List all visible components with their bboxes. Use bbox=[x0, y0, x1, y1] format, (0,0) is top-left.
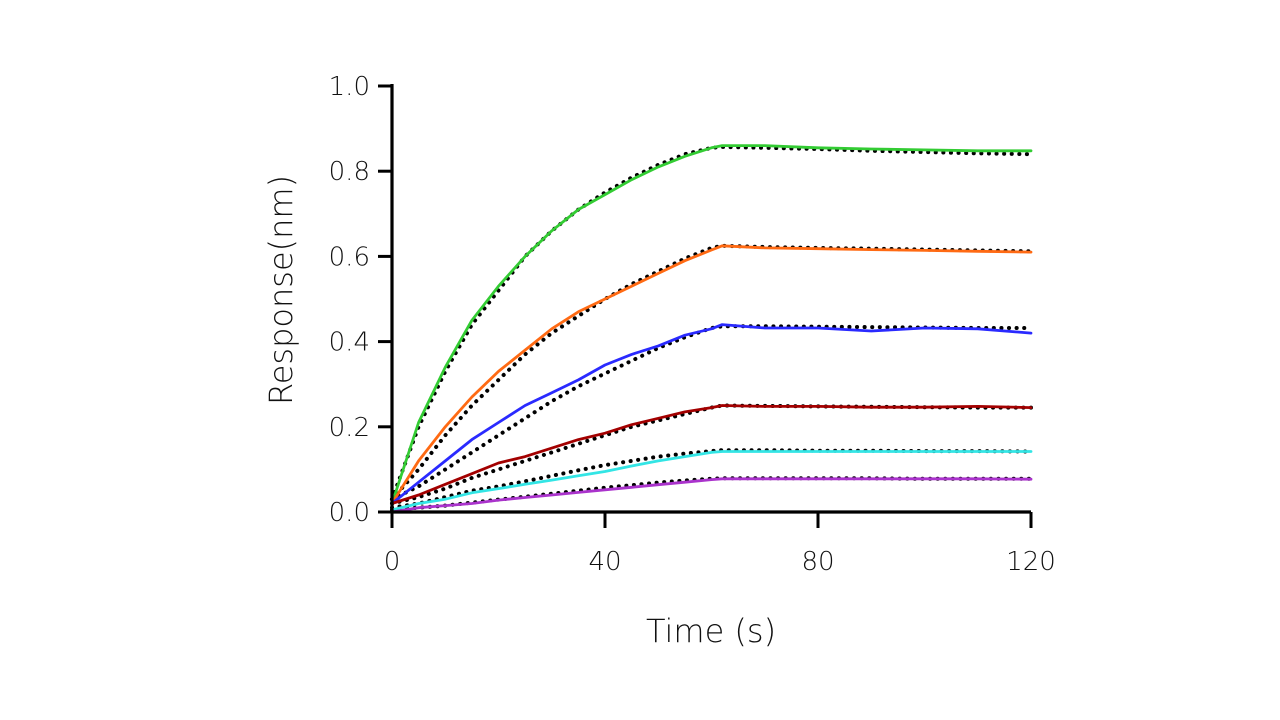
y-tick-label: 0.8 bbox=[329, 157, 370, 187]
series-line-5 bbox=[390, 450, 1033, 512]
x-tick-label: 80 bbox=[801, 547, 834, 577]
series-line-4 bbox=[390, 404, 1033, 505]
data-series bbox=[390, 144, 1033, 514]
x-tick-label: 120 bbox=[1006, 547, 1056, 577]
y-tick-label: 1.0 bbox=[329, 72, 370, 102]
axes bbox=[378, 84, 1033, 528]
x-tick-label: 40 bbox=[588, 547, 621, 577]
y-axis-title: Response(nm) bbox=[262, 175, 300, 405]
series-line-2 bbox=[390, 244, 1033, 505]
tick-labels: 0.0 0.2 0.4 0.6 0.8 1.0 0 40 80 120 bbox=[329, 72, 1056, 577]
fit-curve-5 bbox=[390, 448, 1033, 510]
x-tick-label: 0 bbox=[384, 547, 401, 577]
y-tick-label: 0.0 bbox=[329, 498, 370, 528]
fit-curve-3 bbox=[390, 324, 1033, 502]
series-line-3 bbox=[390, 323, 1033, 505]
fit-curve-6 bbox=[390, 476, 1033, 512]
y-tick-label: 0.4 bbox=[329, 328, 370, 358]
series-line-6 bbox=[390, 477, 1033, 514]
y-tick-label: 0.2 bbox=[329, 413, 370, 443]
fit-curve-2 bbox=[390, 243, 1033, 502]
fit-curve-1 bbox=[390, 144, 1033, 502]
y-tick-label: 0.6 bbox=[329, 242, 370, 272]
series-line-1 bbox=[390, 144, 1033, 505]
x-axis-title: Time (s) bbox=[646, 612, 776, 650]
